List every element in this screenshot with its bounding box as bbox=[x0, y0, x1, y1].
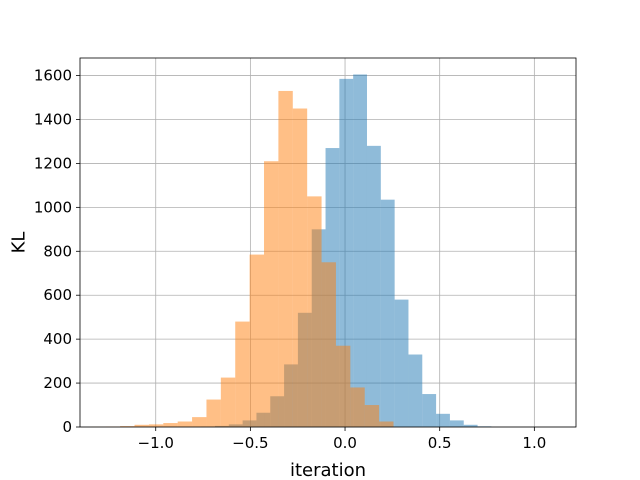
histogram-bar-series-1 bbox=[353, 74, 367, 428]
x-tick-label: 0.0 bbox=[333, 434, 357, 452]
y-tick-label: 1400 bbox=[34, 111, 72, 129]
y-tick-label: 600 bbox=[43, 286, 72, 304]
histogram-bar-series-2 bbox=[307, 196, 322, 427]
histogram-bar-series-2 bbox=[321, 262, 336, 427]
histogram-bar-series-1 bbox=[422, 394, 437, 427]
x-tick-label: 0.5 bbox=[428, 434, 452, 452]
histogram-bar-series-1 bbox=[394, 299, 409, 427]
histogram-bar-series-1 bbox=[380, 199, 395, 427]
histogram-bar-series-2 bbox=[192, 417, 207, 427]
histogram-bar-series-2 bbox=[148, 424, 164, 427]
x-axis-title: iteration bbox=[290, 460, 366, 480]
bars-layer bbox=[91, 74, 492, 428]
histogram-bar-series-2 bbox=[335, 345, 351, 427]
y-tick-label: 1200 bbox=[34, 154, 72, 172]
histogram-bar-series-2 bbox=[177, 421, 193, 427]
histogram-bar-series-2 bbox=[206, 399, 221, 427]
x-tick-label: 1.0 bbox=[522, 434, 546, 452]
histogram-bar-series-2 bbox=[350, 387, 365, 427]
y-axis-title: KL bbox=[8, 232, 29, 254]
histogram-bar-series-2 bbox=[235, 321, 250, 427]
y-tick-label: 200 bbox=[43, 374, 72, 392]
histogram-bar-series-2 bbox=[364, 405, 380, 427]
histogram-bar-series-2 bbox=[134, 424, 149, 427]
histogram-bar-series-1 bbox=[366, 145, 381, 427]
ticks-layer: −1.0 −0.5 0.0 0.5 1.0 0 200 400 600 800 1000 1200 14… bbox=[34, 67, 546, 452]
histogram-bar-series-2 bbox=[292, 108, 308, 428]
histogram-bar-series-2 bbox=[264, 161, 279, 427]
x-tick-label: −0.5 bbox=[232, 434, 268, 452]
plot-frame bbox=[79, 57, 577, 428]
histogram-bar-series-1 bbox=[408, 354, 423, 427]
histogram-bar-series-2 bbox=[163, 423, 178, 427]
histogram-bar-series-1 bbox=[339, 78, 354, 427]
histogram-bar-series-1 bbox=[449, 420, 464, 427]
histogram-bar-series-2 bbox=[120, 426, 135, 427]
histogram-bar-series-2 bbox=[379, 421, 394, 427]
x-tick-label: −1.0 bbox=[138, 434, 174, 452]
histogram-bar-series-1 bbox=[463, 424, 478, 427]
y-tick-label: 0 bbox=[62, 418, 72, 436]
histogram-bar-series-2 bbox=[278, 90, 293, 428]
histogram-bar-series-1 bbox=[436, 413, 450, 427]
histogram-bar-series-2 bbox=[249, 254, 265, 427]
y-tick-label: 800 bbox=[43, 242, 72, 260]
y-tick-label: 1000 bbox=[34, 198, 72, 216]
y-tick-label: 400 bbox=[43, 330, 72, 348]
histogram-bar-series-2 bbox=[220, 377, 236, 427]
y-tick-label: 1600 bbox=[34, 67, 72, 85]
